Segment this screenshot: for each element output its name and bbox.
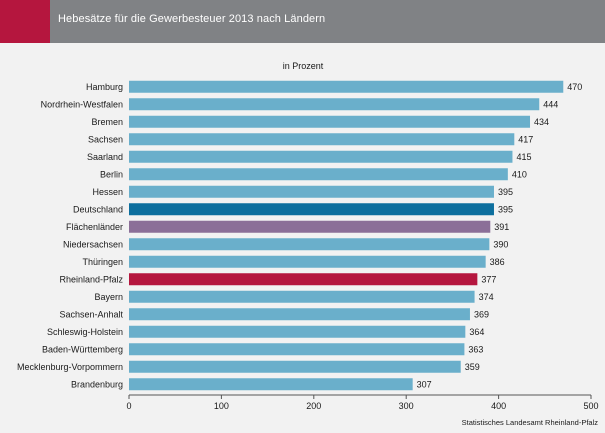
category-label-brandenburg: Brandenburg — [71, 379, 123, 389]
title-bar: Hebesätze für die Gewerbesteuer 2013 nac… — [0, 0, 605, 43]
bar-chart: in Prozent Hamburg 470 Nordrhein-Westfalen… — [17, 61, 599, 427]
value-label-deutschland: 395 — [498, 204, 513, 214]
value-label-rheinland-pfalz: 377 — [481, 274, 496, 284]
value-label-bremen: 434 — [534, 117, 549, 127]
category-label-rheinland-pfalz: Rheinland-Pfalz — [59, 274, 123, 284]
value-label-nordrhein-westfalen: 444 — [543, 99, 558, 109]
category-label-fl-chenl-nder: Flächenländer — [66, 222, 123, 232]
value-label-baden-w-rttemberg: 363 — [468, 344, 483, 354]
bar-hessen — [129, 185, 494, 198]
bar-berlin — [129, 168, 508, 181]
value-label-th-ringen: 386 — [490, 257, 505, 267]
bar-hamburg — [129, 80, 564, 93]
bar-schleswig-holstein — [129, 325, 466, 338]
bar-brandenburg — [129, 378, 413, 391]
category-label-baden-w-rttemberg: Baden-Württemberg — [42, 344, 123, 354]
bar-nordrhein-westfalen — [129, 98, 540, 111]
bar-rheinland-pfalz — [129, 273, 478, 286]
x-tick-label-0: 0 — [126, 401, 131, 411]
category-label-nordrhein-westfalen: Nordrhein-Westfalen — [41, 99, 123, 109]
bar-th-ringen — [129, 255, 486, 268]
x-tick-label-500: 500 — [583, 401, 598, 411]
bar-bayern — [129, 290, 475, 303]
value-label-sachsen-anhalt: 369 — [474, 309, 489, 319]
bar-bremen — [129, 115, 531, 128]
source-note: Statistisches Landesamt Rheinland-Pfalz — [462, 418, 599, 427]
category-label-mecklenburg-vorpommern: Mecklenburg-Vorpommern — [17, 362, 123, 372]
bar-fl-chenl-nder — [129, 220, 491, 233]
value-label-niedersachsen: 390 — [493, 239, 508, 249]
category-label-sachsen-anhalt: Sachsen-Anhalt — [59, 309, 123, 319]
x-tick-label-400: 400 — [491, 401, 506, 411]
value-label-sachsen: 417 — [518, 134, 533, 144]
value-label-fl-chenl-nder: 391 — [494, 222, 509, 232]
chart-title: Hebesätze für die Gewerbesteuer 2013 nac… — [58, 13, 326, 25]
bar-sachsen — [129, 133, 515, 146]
value-label-mecklenburg-vorpommern: 359 — [465, 362, 480, 372]
x-tick-label-300: 300 — [399, 401, 414, 411]
value-label-hessen: 395 — [498, 187, 513, 197]
x-tick-label-100: 100 — [214, 401, 229, 411]
bars-group: Hamburg 470 Nordrhein-Westfalen 444 Bremen 43… — [17, 80, 582, 391]
category-label-hessen: Hessen — [92, 187, 123, 197]
bar-niedersachsen — [129, 238, 490, 251]
category-label-schleswig-holstein: Schleswig-Holstein — [47, 327, 123, 337]
category-label-bremen: Bremen — [91, 117, 123, 127]
category-label-niedersachsen: Niedersachsen — [63, 239, 123, 249]
category-label-bayern: Bayern — [94, 292, 123, 302]
value-label-saarland: 415 — [516, 152, 531, 162]
bar-mecklenburg-vorpommern — [129, 360, 461, 373]
unit-label: in Prozent — [283, 61, 324, 71]
x-axis-ticks: 0 100 200 300 400 500 — [126, 395, 599, 411]
bar-saarland — [129, 150, 513, 163]
bar-deutschland — [129, 203, 494, 216]
value-label-hamburg: 470 — [567, 82, 582, 92]
value-label-bayern: 374 — [479, 292, 494, 302]
category-label-hamburg: Hamburg — [86, 82, 123, 92]
bar-sachsen-anhalt — [129, 308, 470, 321]
title-accent-block — [0, 0, 50, 43]
value-label-schleswig-holstein: 364 — [469, 327, 484, 337]
category-label-deutschland: Deutschland — [73, 204, 123, 214]
category-label-berlin: Berlin — [100, 169, 123, 179]
bar-baden-w-rttemberg — [129, 343, 465, 356]
value-label-berlin: 410 — [512, 169, 527, 179]
value-label-brandenburg: 307 — [417, 379, 432, 389]
category-label-sachsen: Sachsen — [88, 134, 123, 144]
x-tick-label-200: 200 — [306, 401, 321, 411]
category-label-th-ringen: Thüringen — [82, 257, 123, 267]
category-label-saarland: Saarland — [87, 152, 123, 162]
